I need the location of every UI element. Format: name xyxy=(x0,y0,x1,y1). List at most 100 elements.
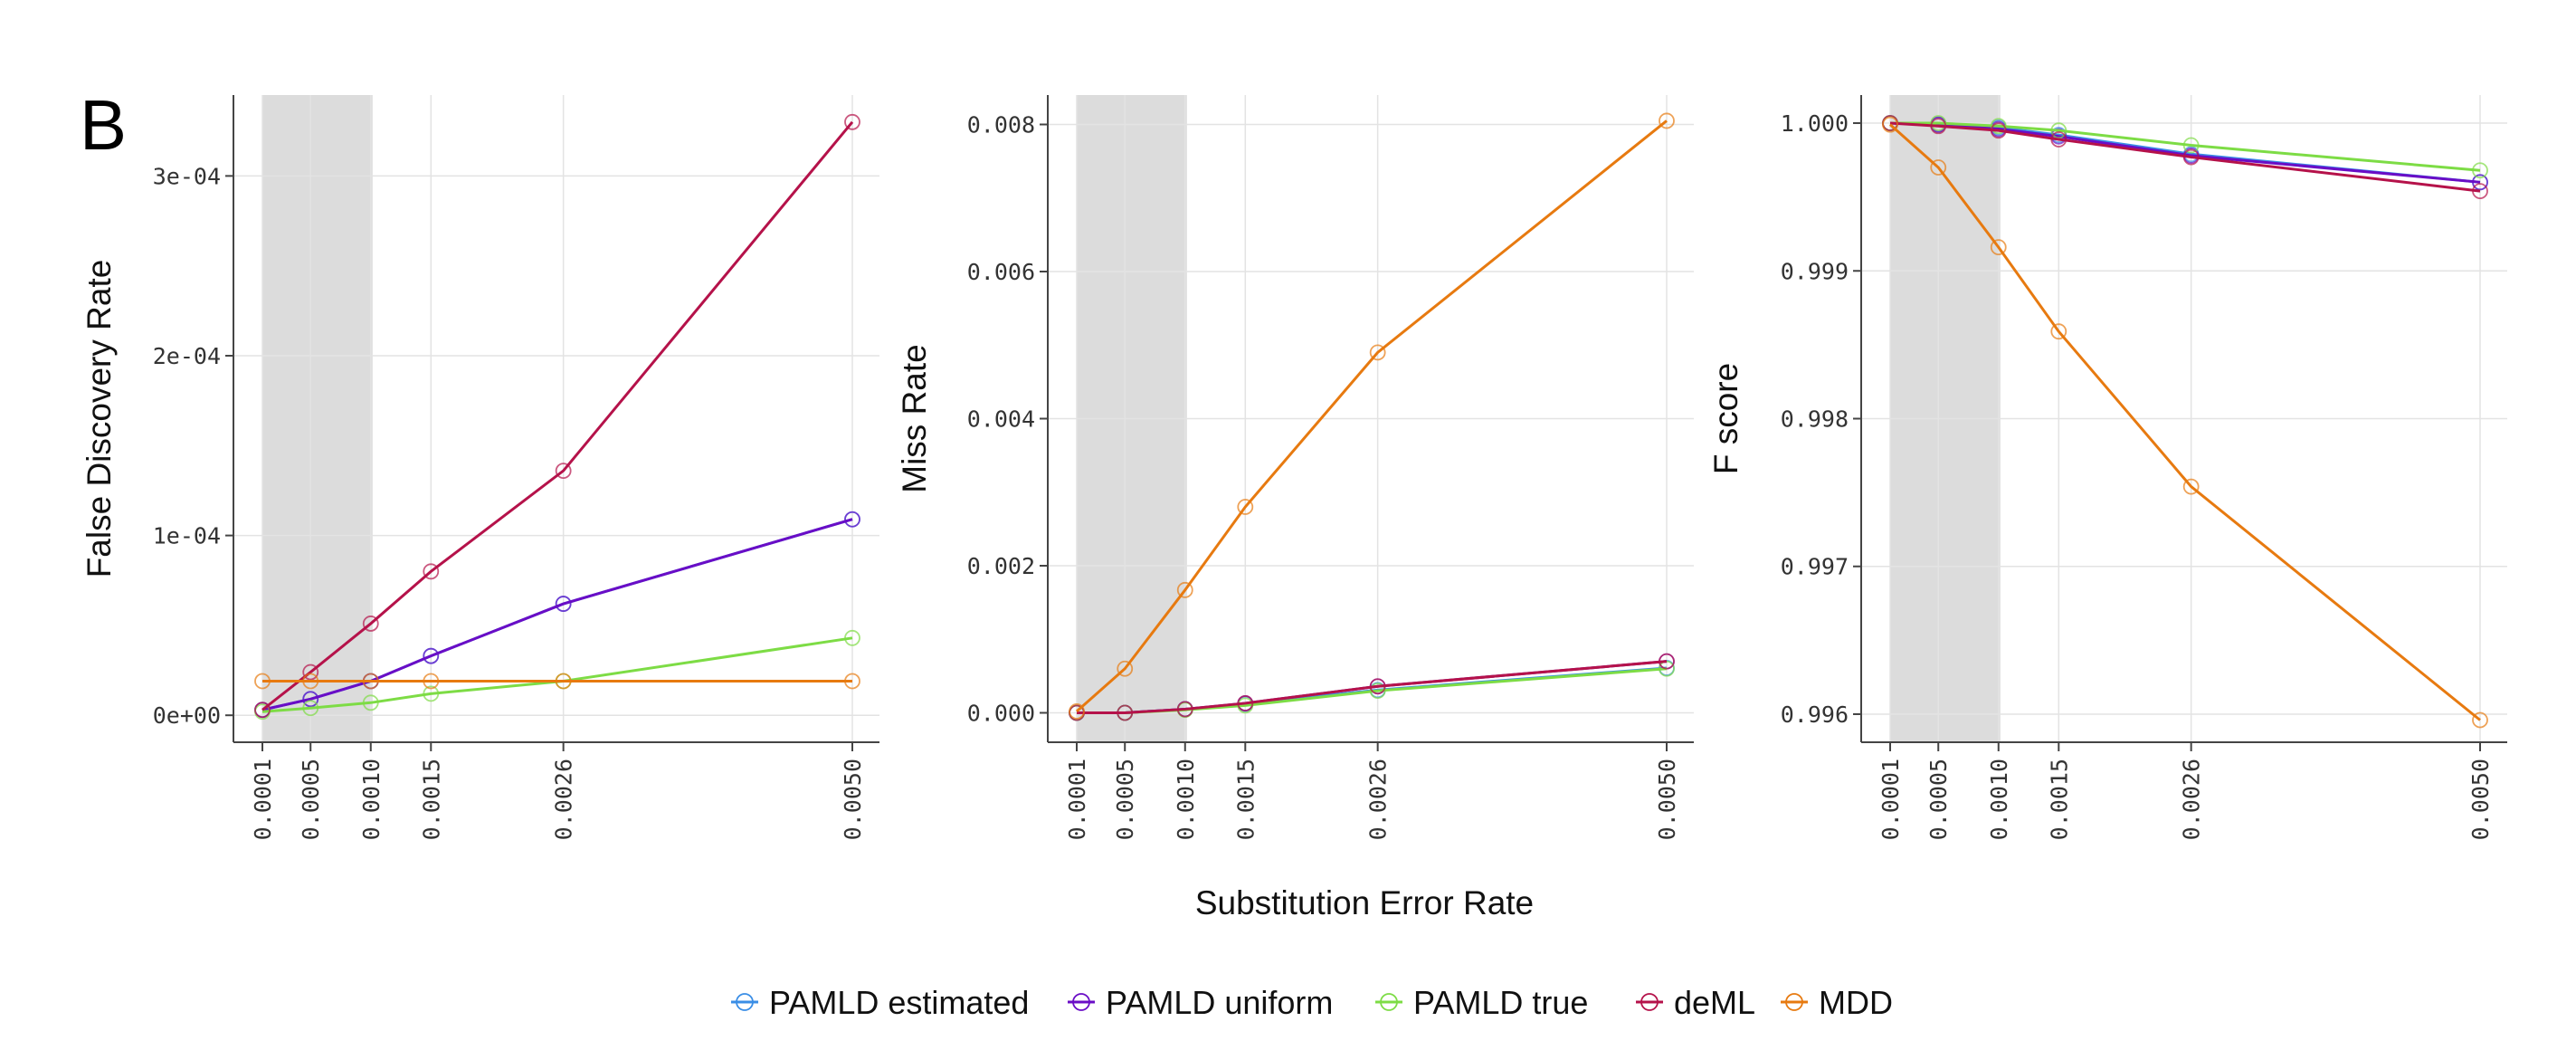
x-tick-label: 0.0001 xyxy=(250,759,276,840)
data-point xyxy=(1882,116,1898,133)
data-point xyxy=(1990,118,2007,135)
x-tick-label: 0.0005 xyxy=(1112,759,1138,840)
x-tick-label: 0.0015 xyxy=(1232,759,1259,840)
data-point xyxy=(2182,478,2200,495)
data-point xyxy=(2050,131,2067,148)
y-tick-label: 0.000 xyxy=(967,701,1035,727)
legend-item: PAMLD uniform xyxy=(1068,984,1333,1021)
data-point xyxy=(844,629,860,646)
data-point xyxy=(844,113,860,130)
legend-label: deML xyxy=(1674,984,1755,1021)
data-point xyxy=(362,694,379,711)
legend-swatch-marker xyxy=(736,993,754,1011)
x-tick-label: 0.0050 xyxy=(2467,759,2494,840)
data-point xyxy=(1117,704,1134,721)
legend-item: PAMLD true xyxy=(1375,984,1588,1021)
series-line xyxy=(1889,123,2481,721)
data-point xyxy=(1659,653,1675,670)
x-tick-label: 0.0015 xyxy=(418,759,444,840)
data-point xyxy=(2050,323,2067,340)
y-tick-label: 3e-04 xyxy=(153,163,221,189)
chart-panel-3: 0.996 0.997 0.998 0.999 1.000 0.0001 0.0005 0.0… xyxy=(1707,95,2507,840)
y-tick-label: 1e-04 xyxy=(153,523,221,549)
data-point xyxy=(302,691,319,708)
data-point xyxy=(1659,112,1675,129)
data-point xyxy=(1930,159,1947,176)
x-tick-label: 0.0026 xyxy=(2179,759,2205,840)
legend-swatch-marker xyxy=(1072,993,1090,1011)
y-axis-label: False Discovery Rate xyxy=(81,260,118,578)
data-point xyxy=(1369,344,1386,361)
data-point xyxy=(1117,660,1134,677)
legend-label: PAMLD estimated xyxy=(769,984,1029,1021)
x-tick-label: 0.0001 xyxy=(1877,759,1904,840)
x-tick-label: 0.0050 xyxy=(1654,759,1680,840)
legend-label: PAMLD uniform xyxy=(1106,984,1333,1021)
data-point xyxy=(555,596,572,612)
shared-x-axis-label: Substitution Error Rate xyxy=(1195,884,1534,921)
x-tick-label: 0.0010 xyxy=(358,759,385,840)
data-point xyxy=(844,673,860,690)
x-tick-label: 0.0005 xyxy=(1925,759,1952,840)
x-tick-label: 0.0026 xyxy=(551,759,577,840)
y-tick-label: 0e+00 xyxy=(153,702,221,729)
y-tick-label: 0.999 xyxy=(1781,258,1849,284)
data-point xyxy=(254,702,271,719)
data-point xyxy=(1176,701,1193,718)
series-line xyxy=(1076,119,1668,712)
data-point xyxy=(1237,695,1254,711)
x-tick-label: 0.0050 xyxy=(840,759,866,840)
data-point xyxy=(362,673,379,690)
x-tick-label: 0.0026 xyxy=(1365,759,1392,840)
chart-panel-2: 0.000 0.002 0.004 0.006 0.008 0.0001 0.0005 0.0… xyxy=(896,95,1694,840)
data-point xyxy=(844,511,860,528)
highlight-region xyxy=(262,95,373,742)
x-tick-label: 0.0010 xyxy=(1173,759,1199,840)
data-point xyxy=(1930,118,1947,135)
legend-swatch-marker xyxy=(1785,993,1803,1011)
y-tick-label: 0.008 xyxy=(967,112,1035,138)
data-point xyxy=(423,647,440,664)
y-tick-label: 1.000 xyxy=(1781,110,1849,137)
data-point xyxy=(2182,148,2200,166)
data-point xyxy=(555,463,572,479)
data-point xyxy=(2472,711,2488,729)
data-point xyxy=(2182,137,2200,154)
y-tick-label: 0.997 xyxy=(1781,554,1849,580)
data-point xyxy=(1990,122,2007,139)
data-point xyxy=(254,673,271,690)
data-point xyxy=(1369,682,1386,700)
data-point xyxy=(423,563,440,580)
y-tick-label: 0.004 xyxy=(967,406,1035,433)
chart-panel-1: 0e+00 1e-04 2e-04 3e-04 0.0001 0.0005 0.0010 0.… xyxy=(81,95,879,840)
data-point xyxy=(423,685,440,702)
panel-label: B xyxy=(80,85,127,165)
legend-label: PAMLD true xyxy=(1413,984,1588,1021)
legend-swatch-marker xyxy=(1380,993,1398,1011)
x-tick-label: 0.0001 xyxy=(1064,759,1090,840)
data-point xyxy=(1069,702,1085,720)
data-point xyxy=(2050,122,2067,139)
series-line xyxy=(261,120,854,711)
data-point xyxy=(555,673,572,690)
legend-item: PAMLD estimated xyxy=(731,984,1029,1021)
x-tick-label: 0.0005 xyxy=(298,759,324,840)
data-point xyxy=(423,673,440,690)
data-point xyxy=(2472,162,2488,179)
y-axis-label: F score xyxy=(1707,363,1744,474)
data-point xyxy=(1990,239,2007,256)
series-line xyxy=(261,518,853,711)
legend: PAMLD estimated PAMLD uniform PAMLD true de… xyxy=(731,984,1893,1021)
legend-label: MDD xyxy=(1819,984,1893,1021)
data-point xyxy=(1176,581,1193,598)
y-tick-label: 0.006 xyxy=(967,259,1035,285)
data-point xyxy=(2472,183,2488,200)
x-tick-label: 0.0010 xyxy=(1986,759,2012,840)
data-point xyxy=(2472,174,2488,191)
y-axis-label: Miss Rate xyxy=(896,344,933,492)
data-point xyxy=(1237,499,1254,515)
data-point xyxy=(302,663,319,681)
legend-item: MDD xyxy=(1781,984,1893,1021)
